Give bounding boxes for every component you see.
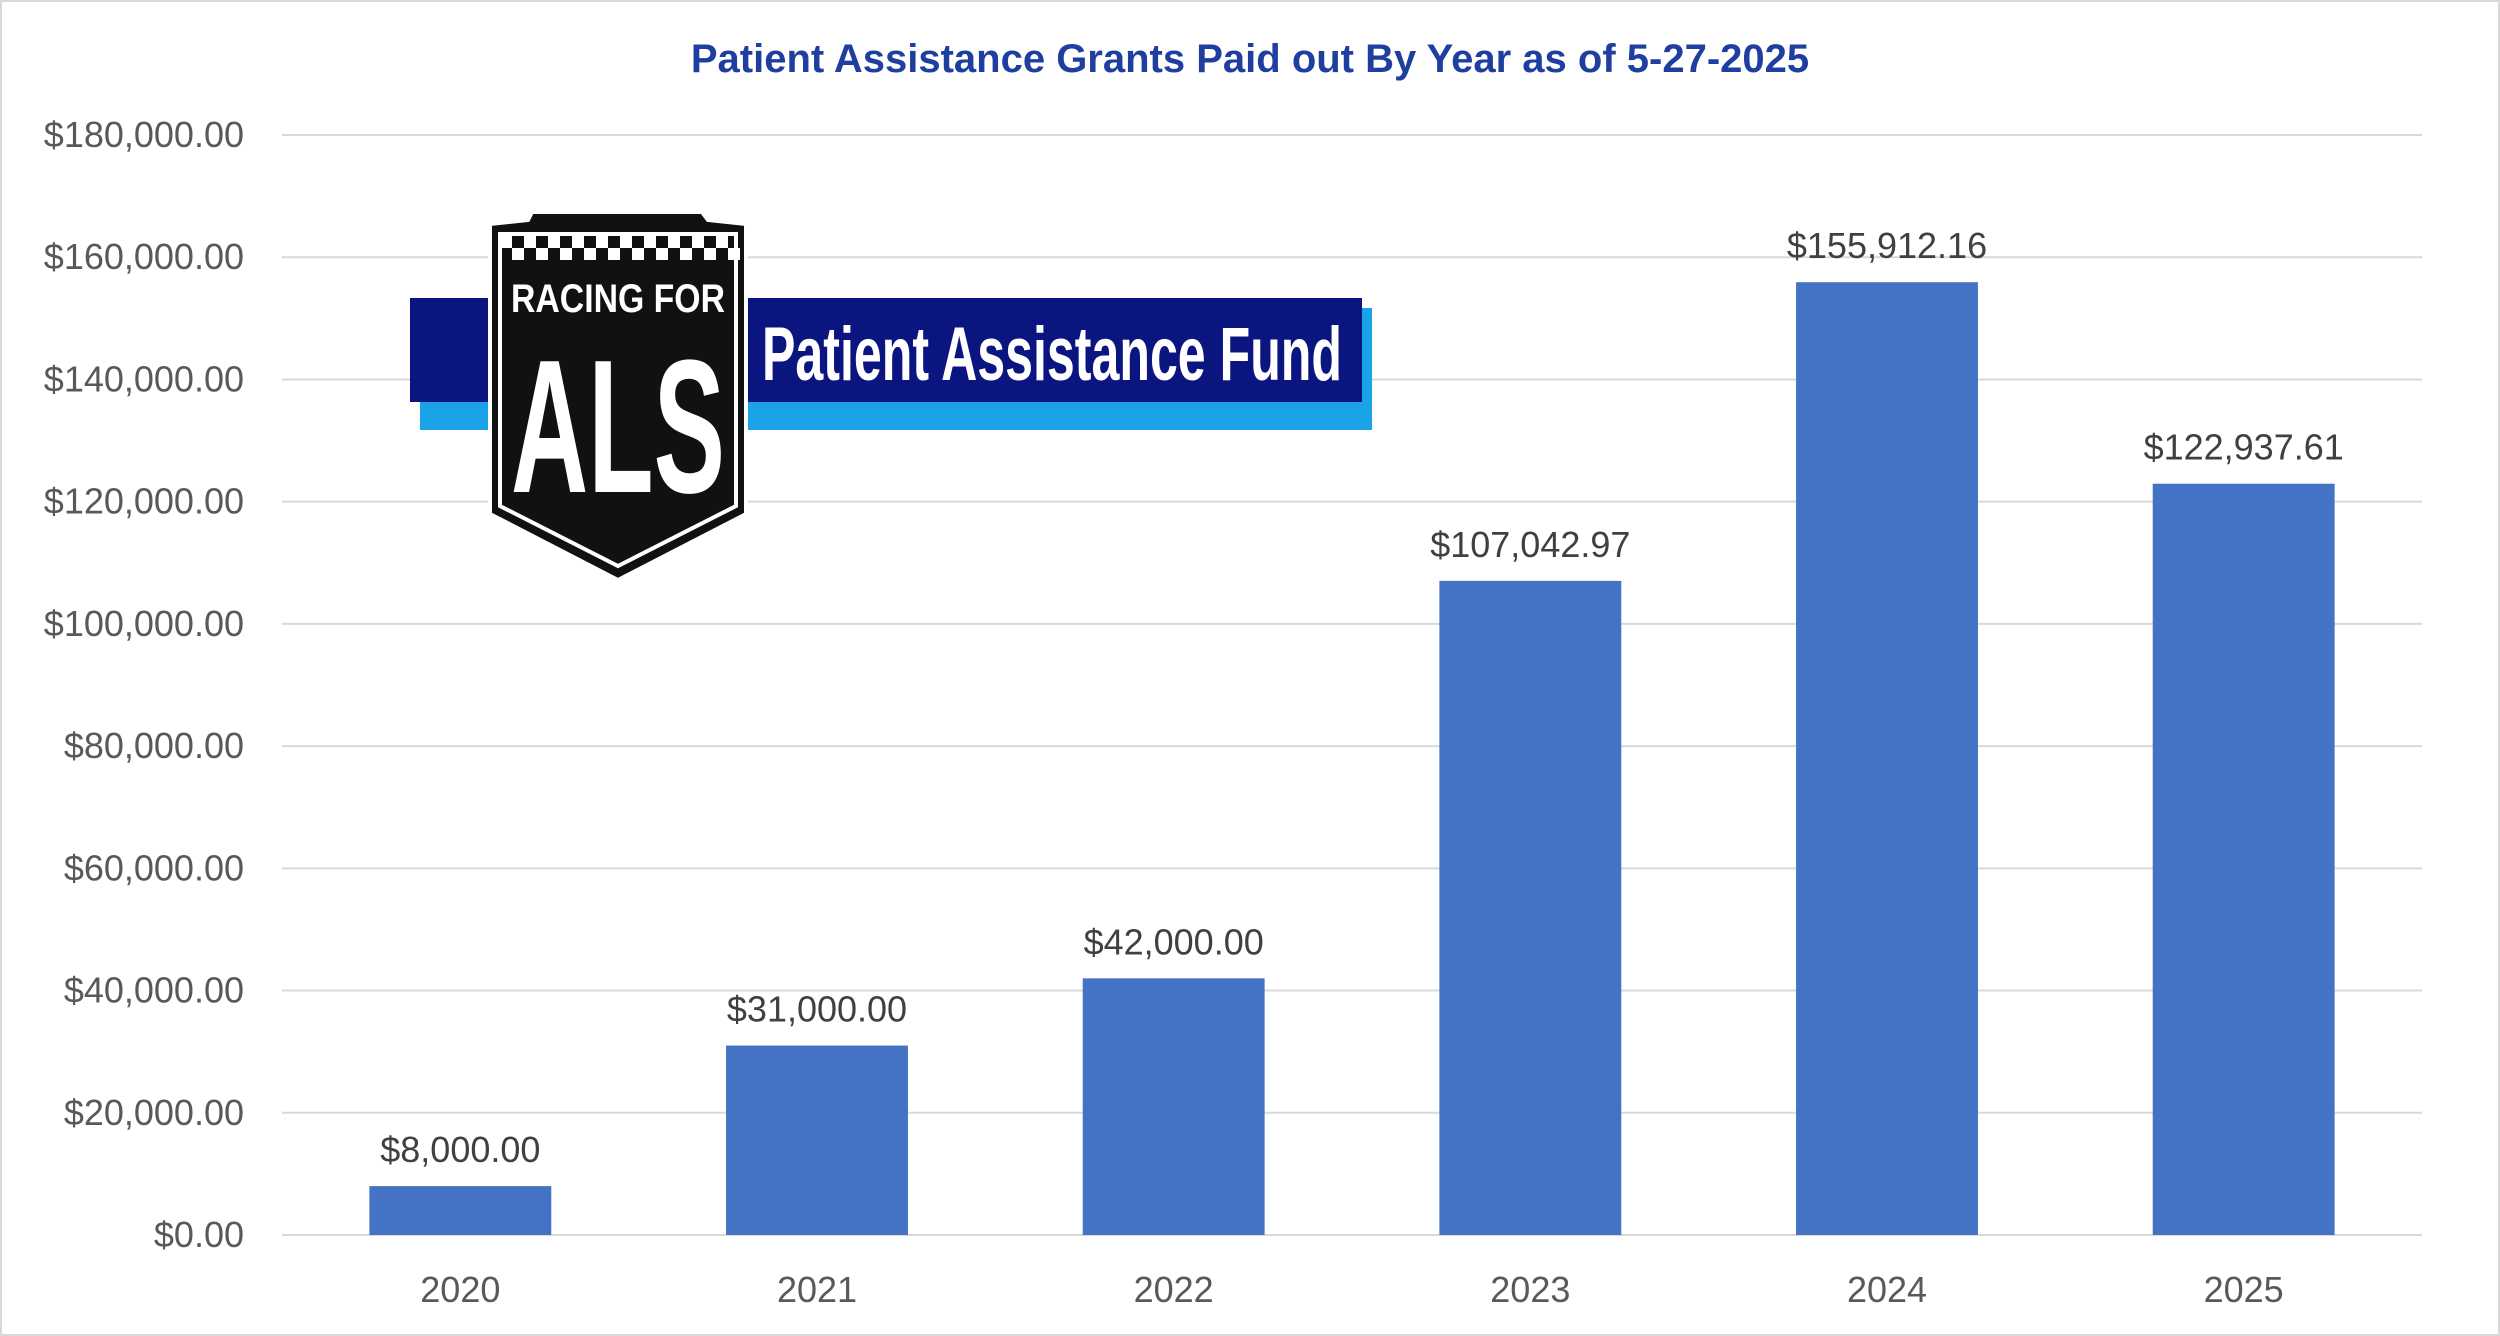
checker-square: [644, 236, 656, 248]
checker-square: [500, 236, 512, 248]
bar-2020: [369, 1186, 552, 1235]
x-tick-label: 2021: [777, 1269, 857, 1310]
bar-2024: [1796, 282, 1978, 1235]
y-tick-label: $80,000.00: [64, 725, 244, 766]
y-tick-label: $180,000.00: [44, 114, 244, 155]
checker-square: [620, 236, 632, 248]
shield-inner-border: [498, 232, 738, 569]
checker-square: [692, 236, 704, 248]
banner-text: Patient Assistance Fund: [762, 312, 1342, 397]
checker-square: [560, 248, 572, 260]
x-tick-label: 2022: [1134, 1269, 1214, 1310]
checker-square: [512, 248, 524, 260]
y-axis-tick-labels: $0.00 $20,000.00 $40,000.00 $60,000.00 $80,0…: [44, 114, 244, 1255]
checker-square: [632, 248, 644, 260]
checkered-flag-pattern: [500, 236, 740, 260]
checker-square: [704, 248, 716, 260]
y-tick-label: $120,000.00: [44, 481, 244, 522]
bar-2022: [1082, 978, 1265, 1235]
data-label-2020: $8,000.00: [380, 1129, 540, 1170]
x-tick-label: 2023: [1490, 1269, 1570, 1310]
bar-2023: [1439, 580, 1622, 1235]
checker-square: [584, 248, 596, 260]
chart-title: Patient Assistance Grants Paid out By Ye…: [691, 37, 1809, 81]
checker-square: [728, 248, 740, 260]
y-tick-label: $20,000.00: [64, 1092, 244, 1133]
x-tick-label: 2024: [1847, 1269, 1927, 1310]
bar-2025: [2152, 483, 2335, 1235]
checker-square: [536, 248, 548, 260]
y-tick-label: $140,000.00: [44, 358, 244, 399]
data-label-2025: $122,937.61: [2144, 427, 2344, 468]
checker-square: [596, 236, 608, 248]
data-labels: $8,000.00 $31,000.00 $42,000.00 $107,042.97…: [380, 225, 2344, 1170]
checker-square: [716, 236, 728, 248]
checker-square: [608, 248, 620, 260]
bar-2021: [726, 1045, 908, 1235]
x-axis-tick-labels: 2020 2021 2022 2023 2024 2025: [420, 1269, 2283, 1310]
racing-for-als-logo: Patient Assistance Fund RACING FOR ALS: [410, 210, 1372, 583]
data-label-2024: $155,912.16: [1787, 225, 1987, 266]
logo-line-racing-for: RACING FOR: [511, 277, 725, 321]
data-label-2021: $31,000.00: [727, 989, 907, 1030]
y-tick-label: $100,000.00: [44, 603, 244, 644]
checker-square: [524, 236, 536, 248]
logo-line-als: ALS: [511, 321, 725, 533]
shield-icon: [488, 210, 748, 583]
x-tick-label: 2020: [420, 1269, 500, 1310]
data-label-2022: $42,000.00: [1084, 921, 1264, 962]
checker-square: [656, 248, 668, 260]
y-tick-label: $40,000.00: [64, 970, 244, 1011]
y-tick-label: $0.00: [154, 1214, 244, 1255]
checker-square: [680, 248, 692, 260]
checker-square: [668, 236, 680, 248]
data-label-2023: $107,042.97: [1430, 524, 1630, 565]
checker-square: [548, 236, 560, 248]
x-tick-label: 2025: [2204, 1269, 2284, 1310]
y-tick-label: $160,000.00: [44, 236, 244, 277]
checker-square: [572, 236, 584, 248]
y-tick-label: $60,000.00: [64, 847, 244, 888]
bars: [369, 282, 2335, 1235]
